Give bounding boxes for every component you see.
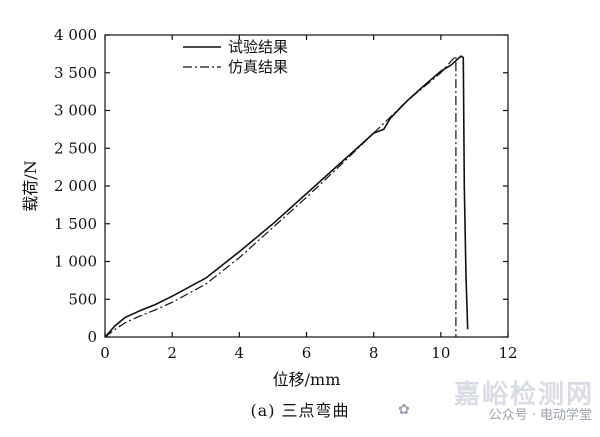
y-tick-label: 0 xyxy=(87,328,97,346)
y-tick-label: 2 000 xyxy=(54,177,97,195)
x-tick-label: 12 xyxy=(498,344,517,362)
figure-caption: (a) 三点弯曲 xyxy=(250,401,350,420)
x-tick-label: 0 xyxy=(100,344,110,362)
x-tick-label: 2 xyxy=(167,344,177,362)
y-tick-label: 4 000 xyxy=(54,26,97,44)
watermark-text: 嘉峪检测网 xyxy=(453,380,594,410)
x-tick-label: 8 xyxy=(369,344,379,362)
x-tick-label: 6 xyxy=(302,344,312,362)
legend-label-2: 仿真结果 xyxy=(228,58,288,76)
watermark-subtext: 公众号 · 电动学堂 xyxy=(488,408,592,423)
legend-label-1: 试验结果 xyxy=(228,38,288,56)
wechat-icon: ✿ xyxy=(398,402,410,418)
y-tick-label: 3 500 xyxy=(54,64,97,82)
y-tick-label: 1 500 xyxy=(54,215,97,233)
y-tick-label: 500 xyxy=(68,290,97,308)
y-tick-label: 2 500 xyxy=(54,139,97,157)
series-line-2 xyxy=(104,55,457,338)
x-tick-label: 4 xyxy=(235,344,245,362)
y-axis-title: 载荷/N xyxy=(21,160,40,211)
x-tick-label: 10 xyxy=(431,344,450,362)
series-line-1 xyxy=(104,55,469,338)
y-tick-label: 1 000 xyxy=(54,253,97,271)
x-axis-title: 位移/mm xyxy=(273,370,341,389)
y-tick-label: 3 000 xyxy=(54,102,97,120)
plot-frame xyxy=(104,34,509,338)
chart: 0 2 4 6 8 10 12 0 500 1 000 1 500 2 000 2 500 3 000 3 … xyxy=(21,26,518,389)
